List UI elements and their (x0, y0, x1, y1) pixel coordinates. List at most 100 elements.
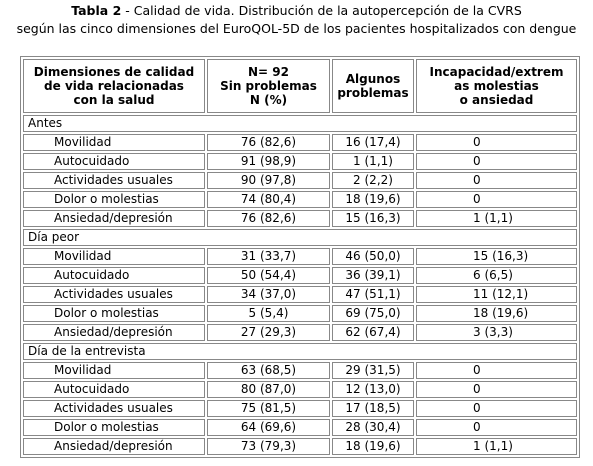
data-row: Ansiedad/depresión 27 (29,3) 62 (67,4) 3 (3… (23, 324, 577, 341)
cell: Actividades usuales (23, 172, 205, 189)
cell: 1 (1,1) (416, 438, 577, 455)
header-line: as molestias (454, 79, 539, 93)
cell: 0 (416, 381, 577, 398)
header-cell: Dimensiones de calidad de vida relacionad… (23, 59, 205, 113)
data-row: Movilidad 31 (33,7) 46 (50,0) 15 (16,3) (23, 248, 577, 265)
cell: 0 (416, 191, 577, 208)
cell: 46 (50,0) (332, 248, 414, 265)
caption: Tabla 2 - Calidad de vida. Distribución … (0, 0, 593, 38)
cell: Autocuidado (23, 381, 205, 398)
section-row: Día peor (23, 229, 577, 246)
section-row: Antes (23, 115, 577, 132)
cell: 15 (16,3) (332, 210, 414, 227)
cell: 11 (12,1) (416, 286, 577, 303)
data-row: Actividades usuales 34 (37,0) 47 (51,1) 11 … (23, 286, 577, 303)
cell: 76 (82,6) (207, 134, 330, 151)
cell: Actividades usuales (23, 400, 205, 417)
header-cell: Incapacidad/extrem as molestias o ansiedad (416, 59, 577, 113)
cell: 29 (31,5) (332, 362, 414, 379)
cell: 0 (416, 153, 577, 170)
cell: 17 (18,5) (332, 400, 414, 417)
cell: 15 (16,3) (416, 248, 577, 265)
cell: Autocuidado (23, 153, 205, 170)
data-row: Movilidad 63 (68,5) 29 (31,5) 0 (23, 362, 577, 379)
cell: 0 (416, 134, 577, 151)
cell: 36 (39,1) (332, 267, 414, 284)
cell: 50 (54,4) (207, 267, 330, 284)
cell: 64 (69,6) (207, 419, 330, 436)
cell: Actividades usuales (23, 286, 205, 303)
cell: 18 (19,6) (416, 305, 577, 322)
data-row: Autocuidado 91 (98,9) 1 (1,1) 0 (23, 153, 577, 170)
header-line: o ansiedad (459, 93, 534, 107)
cell: 80 (87,0) (207, 381, 330, 398)
data-row: Dolor o molestias 74 (80,4) 18 (19,6) 0 (23, 191, 577, 208)
cell: 0 (416, 400, 577, 417)
cell: 18 (19,6) (332, 438, 414, 455)
caption-line: Tabla 2 - Calidad de vida. Distribución … (0, 2, 593, 20)
cell: 0 (416, 362, 577, 379)
cell: 0 (416, 172, 577, 189)
cell: 31 (33,7) (207, 248, 330, 265)
section-title: Día de la entrevista (23, 343, 577, 360)
data-row: Dolor o molestias 64 (69,6) 28 (30,4) 0 (23, 419, 577, 436)
cell: Dolor o molestias (23, 419, 205, 436)
caption-text: - Calidad de vida. Distribución de la au… (125, 3, 522, 18)
cell: Ansiedad/depresión (23, 324, 205, 341)
cell: 75 (81,5) (207, 400, 330, 417)
data-row: Movilidad 76 (82,6) 16 (17,4) 0 (23, 134, 577, 151)
header-line: Dimensiones de calidad (33, 65, 195, 79)
header-row: Dimensiones de calidad de vida relacionad… (23, 59, 577, 113)
header-line: problemas (337, 86, 409, 100)
cell: Ansiedad/depresión (23, 210, 205, 227)
cell: 1 (1,1) (332, 153, 414, 170)
table: Dimensiones de calidad de vida relacionad… (20, 56, 580, 458)
header-cell: Algunos problemas (332, 59, 414, 113)
cell: 76 (82,6) (207, 210, 330, 227)
section-title: Día peor (23, 229, 577, 246)
cell: 34 (37,0) (207, 286, 330, 303)
section-row: Día de la entrevista (23, 343, 577, 360)
cell: 47 (51,1) (332, 286, 414, 303)
cell: Ansiedad/depresión (23, 438, 205, 455)
header-cell: N= 92 Sin problemas N (%) (207, 59, 330, 113)
header-line: N (%) (249, 93, 288, 107)
data-row: Actividades usuales 90 (97,8) 2 (2,2) 0 (23, 172, 577, 189)
cell: 6 (6,5) (416, 267, 577, 284)
data-row: Ansiedad/depresión 76 (82,6) 15 (16,3) 1 (1… (23, 210, 577, 227)
cell: Autocuidado (23, 267, 205, 284)
cell: 74 (80,4) (207, 191, 330, 208)
data-row: Autocuidado 50 (54,4) 36 (39,1) 6 (6,5) (23, 267, 577, 284)
cell: 28 (30,4) (332, 419, 414, 436)
data-row: Ansiedad/depresión 73 (79,3) 18 (19,6) 1 (1… (23, 438, 577, 455)
cell: Movilidad (23, 362, 205, 379)
cell: 12 (13,0) (332, 381, 414, 398)
cell: 90 (97,8) (207, 172, 330, 189)
cell: 63 (68,5) (207, 362, 330, 379)
cell: Dolor o molestias (23, 305, 205, 322)
cell: 16 (17,4) (332, 134, 414, 151)
section-title: Antes (23, 115, 577, 132)
data-row: Dolor o molestias 5 (5,4) 69 (75,0) 18 (19,… (23, 305, 577, 322)
header-line: con la salud (73, 93, 155, 107)
cell: 27 (29,3) (207, 324, 330, 341)
cell: 0 (416, 419, 577, 436)
cell: Movilidad (23, 134, 205, 151)
cell: 73 (79,3) (207, 438, 330, 455)
header-line: N= 92 (248, 65, 289, 79)
data-row: Actividades usuales 75 (81,5) 17 (18,5) 0 (23, 400, 577, 417)
caption-label: Tabla 2 (71, 3, 122, 18)
cell: 62 (67,4) (332, 324, 414, 341)
cell: Movilidad (23, 248, 205, 265)
cell: 5 (5,4) (207, 305, 330, 322)
cell: 2 (2,2) (332, 172, 414, 189)
cell: 18 (19,6) (332, 191, 414, 208)
header-line: de vida relacionadas (44, 79, 184, 93)
cell: 1 (1,1) (416, 210, 577, 227)
cell: 69 (75,0) (332, 305, 414, 322)
header-line: Sin problemas (220, 79, 317, 93)
data-row: Autocuidado 80 (87,0) 12 (13,0) 0 (23, 381, 577, 398)
cell: 91 (98,9) (207, 153, 330, 170)
caption-line: según las cinco dimensiones del EuroQOL-… (16, 21, 577, 36)
